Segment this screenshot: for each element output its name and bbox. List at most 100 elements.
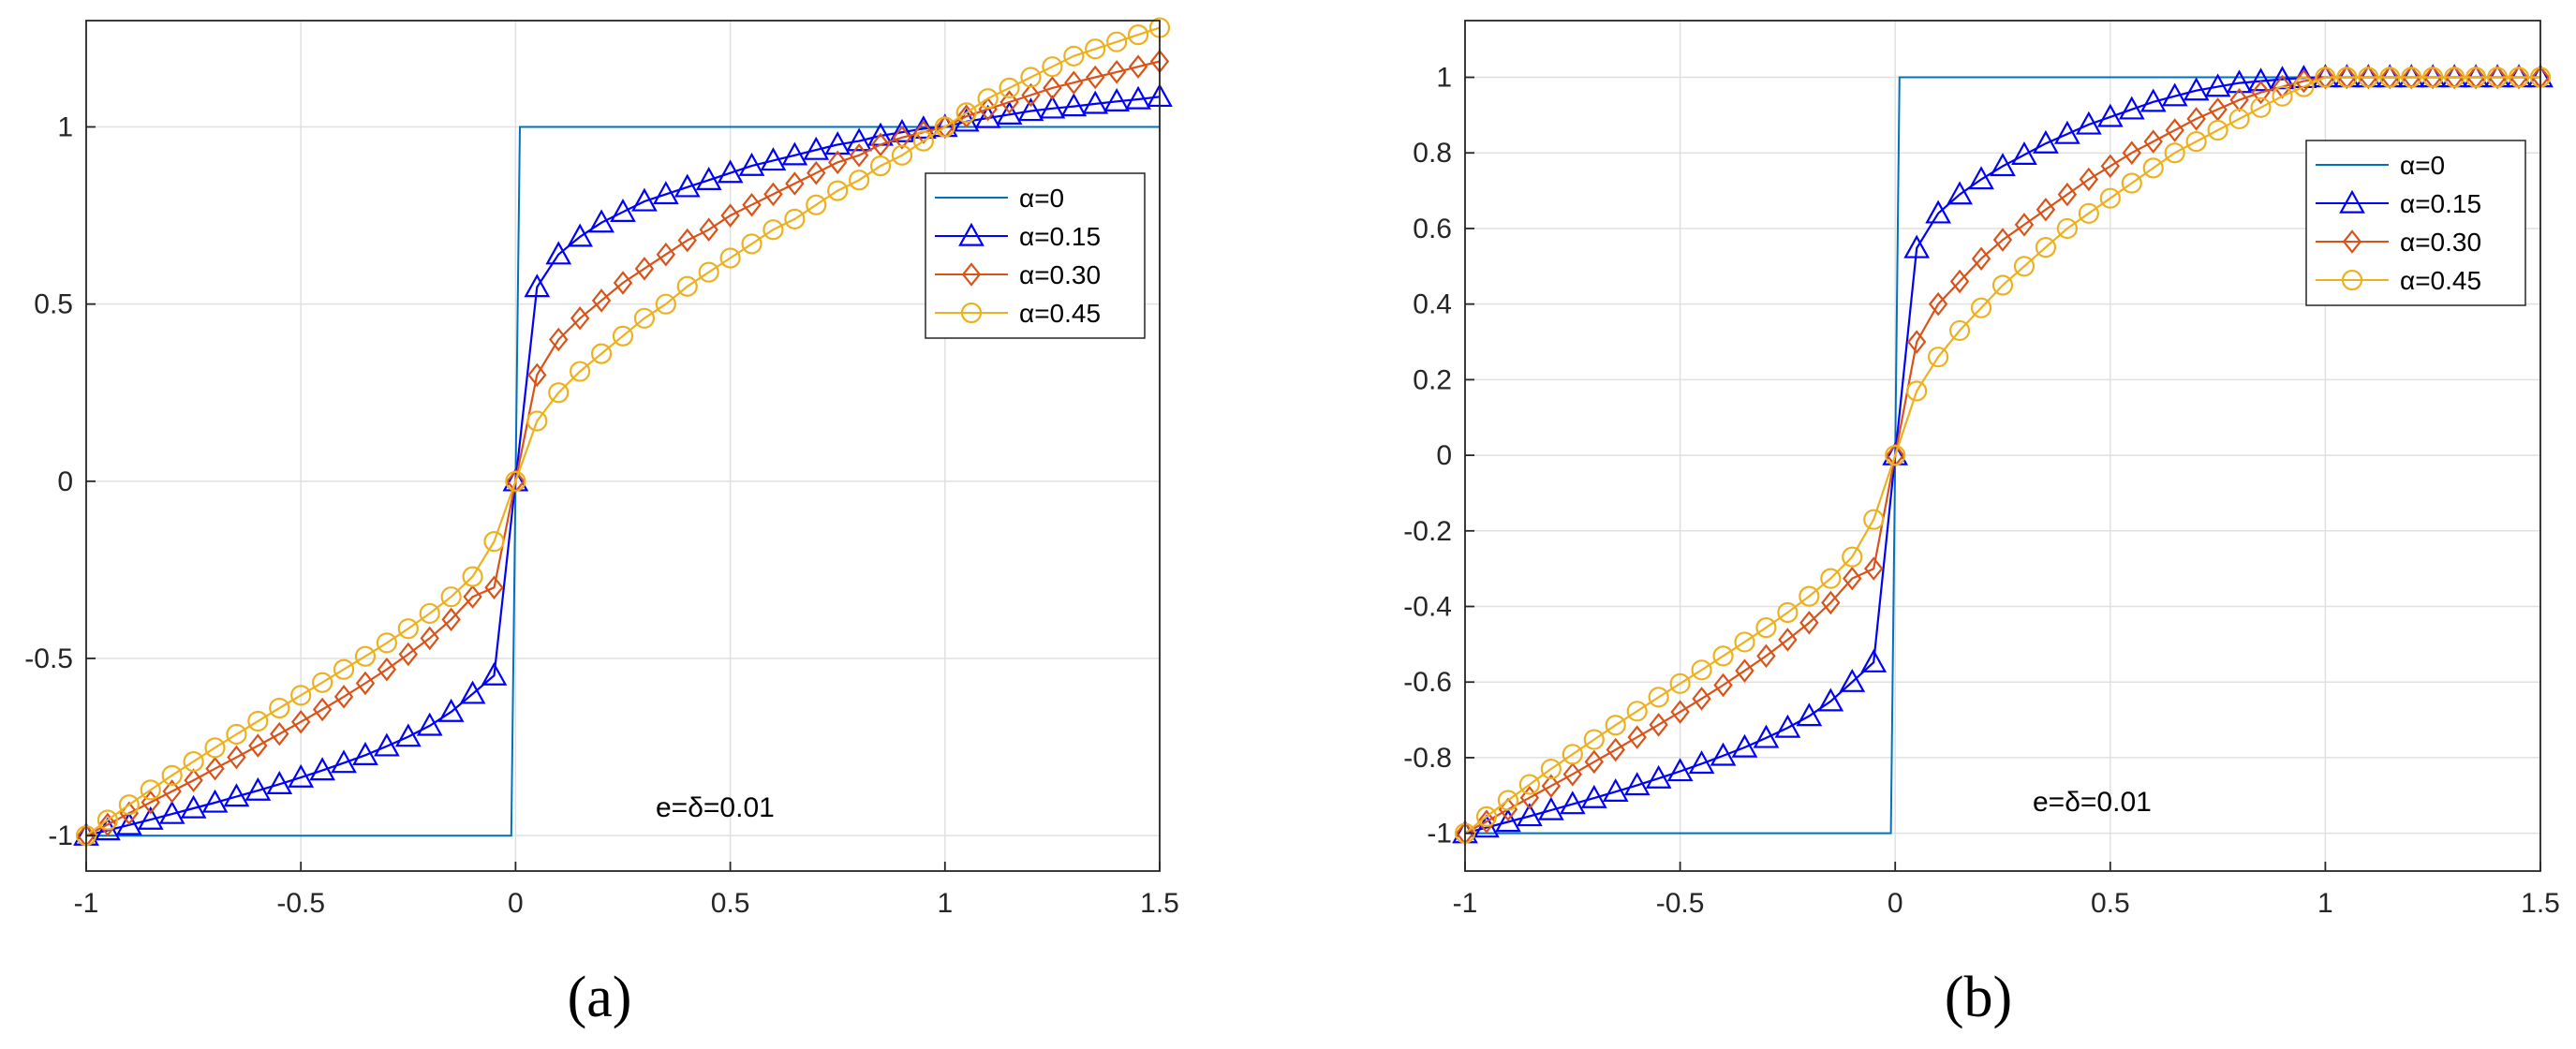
y-tick-label: 0 xyxy=(1436,440,1452,471)
data-point xyxy=(806,194,827,215)
data-point xyxy=(247,710,269,732)
data-point xyxy=(1043,76,1062,100)
data-point xyxy=(1885,444,1906,466)
data-point xyxy=(1691,659,1712,681)
plot-area xyxy=(86,21,1160,871)
data-point xyxy=(1821,590,1841,615)
data-point xyxy=(763,182,783,207)
data-point xyxy=(1475,805,1498,827)
data-point xyxy=(1842,546,1863,568)
data-point xyxy=(459,680,486,704)
data-point xyxy=(699,217,718,242)
data-point xyxy=(1906,380,1928,402)
data-point xyxy=(2099,187,2121,209)
data-point xyxy=(1992,228,2013,252)
data-point xyxy=(419,602,440,625)
data-point xyxy=(1039,95,1066,119)
data-point xyxy=(2251,80,2271,105)
data-point xyxy=(1602,777,1629,802)
data-point xyxy=(1562,744,1583,765)
data-point xyxy=(1799,585,1820,607)
data-point xyxy=(719,247,741,269)
y-tick-label: -0.4 xyxy=(1403,592,1452,623)
data-point xyxy=(869,155,892,177)
legend-label: α=0.45 xyxy=(1019,299,1101,328)
legend-entry: α=0.15 xyxy=(935,222,1101,251)
data-point xyxy=(398,642,419,667)
legend-label: α=0.45 xyxy=(2400,266,2481,295)
axes-box xyxy=(1464,20,2541,872)
y-tick-label: 1 xyxy=(1436,63,1452,94)
legend-entry: α=0.30 xyxy=(2316,228,2481,257)
data-point xyxy=(227,745,246,770)
legend-label: α=0.30 xyxy=(1019,260,1101,289)
data-point xyxy=(2486,66,2509,88)
data-point xyxy=(1495,808,1521,833)
legend-marker xyxy=(2342,229,2362,254)
data-point xyxy=(2185,131,2207,153)
y-tick-label: -1 xyxy=(48,820,73,851)
data-point xyxy=(652,181,679,205)
data-point xyxy=(2508,66,2530,88)
data-point xyxy=(352,742,378,765)
data-point xyxy=(1688,750,1715,775)
data-point xyxy=(2056,217,2078,240)
data-point xyxy=(2161,82,2188,107)
data-point xyxy=(1518,774,1540,795)
data-point xyxy=(1991,274,2014,296)
data-point xyxy=(269,697,290,719)
data-point xyxy=(115,811,142,835)
data-point xyxy=(183,750,204,773)
series-α=0.15 xyxy=(73,83,1173,846)
data-point xyxy=(161,764,183,786)
data-point xyxy=(974,104,1001,128)
data-point xyxy=(913,120,934,144)
data-point xyxy=(1777,601,1799,624)
chart-panel-a: -1 -0.5 0 0.5 1 1.5 -1 -0.5 0 0.5 1 α=0 α=0.15 α=0.30… xyxy=(24,17,1179,1029)
data-point xyxy=(674,173,701,198)
data-point xyxy=(567,223,594,247)
data-point xyxy=(1541,774,1562,798)
x-tick-label: 1.5 xyxy=(2521,888,2560,919)
data-point xyxy=(309,757,335,781)
data-point xyxy=(437,698,465,722)
legend-label: α=0 xyxy=(2400,151,2445,180)
data-point xyxy=(827,150,848,175)
data-point xyxy=(1734,631,1755,653)
data-point xyxy=(1584,749,1604,775)
data-point xyxy=(1042,56,1063,78)
x-tick-label: 0.5 xyxy=(711,888,750,919)
legend-marker xyxy=(961,262,982,287)
data-point xyxy=(977,88,999,110)
data-point xyxy=(1670,700,1690,724)
data-point xyxy=(201,789,229,813)
data-point xyxy=(889,118,915,142)
data-point xyxy=(288,763,315,788)
data-point xyxy=(2228,108,2250,130)
data-point xyxy=(827,180,849,201)
data-point xyxy=(483,531,505,553)
legend-marker xyxy=(2339,189,2365,214)
data-point xyxy=(266,771,293,795)
data-point xyxy=(374,732,400,757)
data-point xyxy=(2013,256,2036,277)
data-point xyxy=(1863,509,1885,530)
data-point xyxy=(634,257,655,281)
legend-label: α=0 xyxy=(1019,184,1064,213)
data-point xyxy=(1498,797,1518,821)
data-point xyxy=(655,293,676,315)
legend: α=0 α=0.15 α=0.30 α=0.45 xyxy=(2305,140,2526,306)
x-tick-label: -1 xyxy=(74,888,99,919)
data-point xyxy=(955,102,977,124)
data-point xyxy=(2121,172,2142,194)
data-point xyxy=(2057,182,2078,207)
data-point xyxy=(441,607,461,632)
data-point xyxy=(2226,69,2253,94)
series-α=0.45 xyxy=(1454,66,2552,844)
data-point xyxy=(760,147,787,171)
legend-entry: α=0 xyxy=(2316,151,2445,180)
data-point xyxy=(742,192,762,217)
data-point xyxy=(892,126,912,150)
data-point xyxy=(1799,611,1819,635)
data-point xyxy=(785,171,805,196)
